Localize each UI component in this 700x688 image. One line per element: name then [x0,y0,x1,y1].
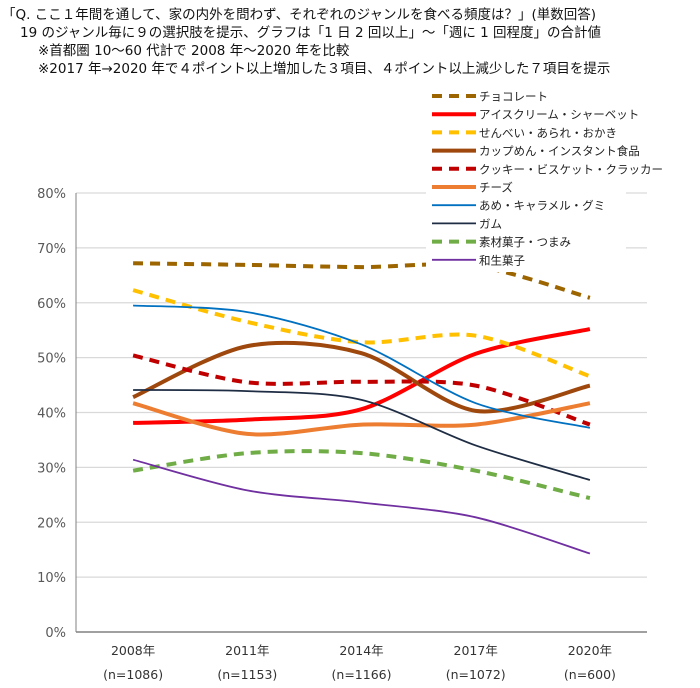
series-line-2 [132,288,591,379]
legend-label: クッキー・ビスケット・クラッカー [479,162,663,176]
series-line-8 [132,449,591,501]
legend-label: カップめん・インスタント食品 [479,144,640,158]
x-tick-label: 2011年 [225,643,269,658]
x-tick-sublabel: (n=600) [564,667,616,682]
y-tick-label: 70% [37,242,66,257]
y-tick-label: 0% [45,626,66,641]
y-tick-label: 30% [37,461,66,476]
series-line-9 [132,458,591,555]
x-tick-sublabel: (n=1166) [332,667,392,682]
y-tick-label: 40% [37,407,66,422]
title-line-4: ※2017 年→2020 年で４ポイント以上増加した３項目、４ポイント以上減少し… [38,61,611,77]
legend-label: チーズ [479,181,513,195]
legend-label: ガム [479,217,502,231]
y-tick-label: 60% [37,297,66,312]
legend-label: アイスクリーム・シャーベット [479,108,639,122]
x-tick-label: 2017年 [454,643,498,658]
x-tick-sublabel: (n=1072) [446,667,506,682]
x-tick-label: 2020年 [568,643,612,658]
series-line-1 [133,327,591,425]
x-tick-label: 2008年 [111,643,155,658]
legend-label: 素材菓子・つまみ [479,235,571,249]
title-line-3: ※首都圏 10～60 代計で 2008 年～2020 年を比較 [38,43,350,59]
legend-background [426,86,626,272]
legend-label: 和生菓子 [479,253,525,267]
series-line-7 [133,389,591,481]
x-tick-sublabel: (n=1153) [217,667,277,682]
x-tick-sublabel: (n=1086) [103,667,163,682]
title-line-1: 「Q. ここ１年間を通して、家の内外を問わず、それぞれのジャンルを食べる頻度は？… [2,7,597,23]
legend-label: せんべい・あられ・おかき [479,126,617,140]
y-tick-label: 50% [37,352,66,367]
y-tick-label: 10% [37,571,66,586]
y-tick-label: 20% [37,516,66,531]
title-line-2: 19 のジャンル毎に９の選択肢を提示、グラフは「1 日 2 回以上」～「週に 1… [20,25,602,41]
legend-label: チョコレート [479,90,548,104]
y-tick-label: 80% [37,187,66,202]
legend-label: あめ・キャラメル・グミ [479,199,605,213]
x-tick-label: 2014年 [339,643,383,658]
